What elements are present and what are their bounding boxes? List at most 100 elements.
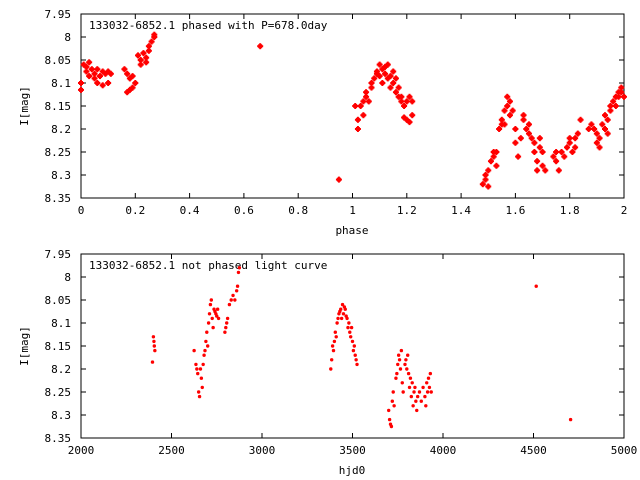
- phased-ytick-label: 7.95: [45, 8, 72, 21]
- phased-data-point: [390, 68, 397, 75]
- phased-data-point: [97, 73, 104, 80]
- unphased-data-point: [405, 367, 409, 371]
- phased-data-point: [553, 158, 560, 165]
- unphased-xtick-label: 4000: [430, 444, 457, 457]
- phased-data-point: [601, 112, 608, 119]
- unphased-data-point: [415, 394, 420, 399]
- unphased-data-point: [415, 408, 419, 413]
- unphased-data-point: [196, 371, 200, 376]
- phased-xtick-label: 0.8: [288, 204, 308, 217]
- phased-data-point: [409, 98, 416, 105]
- phased-data-point: [390, 80, 397, 86]
- phased-data-point: [493, 149, 500, 155]
- unphased-plot: 133032-6852.1 not phased light curve hjd…: [18, 248, 637, 477]
- unphased-data-point: [339, 316, 344, 321]
- phased-data-point: [124, 70, 131, 77]
- unphased-data-point: [152, 344, 157, 348]
- phased-data-point: [553, 149, 560, 155]
- unphased-data-point: [429, 390, 433, 394]
- phased-data-point: [352, 103, 359, 109]
- phased-data-point: [501, 121, 508, 128]
- unphased-data-point: [417, 390, 422, 394]
- unphased-data-point: [229, 298, 233, 302]
- unphased-data-point: [406, 353, 410, 357]
- phased-data-point: [542, 167, 549, 174]
- phased-data-point: [360, 112, 367, 119]
- phased-data-point: [504, 93, 511, 100]
- phased-data-point: [86, 59, 93, 66]
- phased-data-point: [143, 59, 150, 66]
- phased-data-point: [373, 68, 380, 75]
- unphased-data-point: [394, 376, 398, 380]
- phased-xtick-label: 0.6: [234, 204, 254, 217]
- phased-data-point: [531, 139, 538, 146]
- unphased-data-point: [404, 358, 408, 362]
- phased-data-point: [88, 66, 95, 73]
- unphased-ytick-label: 8.2: [51, 363, 71, 376]
- phased-data-point: [376, 73, 383, 80]
- phased-data-point: [105, 80, 112, 86]
- phased-data-point: [387, 73, 394, 80]
- phased-data-point: [132, 80, 139, 86]
- phased-data-point: [406, 119, 413, 126]
- unphased-data-point: [203, 348, 207, 353]
- unphased-data-point: [334, 335, 338, 339]
- phased-data-point: [572, 135, 579, 142]
- phased-data-point: [365, 98, 372, 105]
- unphased-data-point: [400, 381, 404, 385]
- unphased-data-point: [152, 339, 156, 344]
- phased-xtick-label: 1.6: [505, 204, 525, 217]
- unphased-plot-ticks: 2000 2500 3000 3500 4000 4500 5000 7.95 8 8.05 8.1…: [45, 248, 638, 457]
- unphased-ytick-label: 8: [64, 271, 71, 284]
- unphased-plot-points: [150, 266, 573, 429]
- unphased-data-point: [235, 284, 240, 288]
- phased-data-point: [520, 112, 527, 119]
- unphased-data-point: [424, 404, 428, 408]
- unphased-data-point: [408, 376, 413, 380]
- phased-ytick-label: 8.2: [51, 123, 71, 136]
- unphased-data-point: [427, 385, 432, 390]
- phased-data-point: [335, 176, 342, 183]
- phased-data-point: [558, 149, 565, 155]
- unphased-data-point: [412, 390, 416, 394]
- unphased-data-point: [206, 344, 210, 348]
- phased-data-point: [615, 93, 622, 100]
- unphased-ytick-label: 8.1: [51, 317, 71, 330]
- phased-data-point: [357, 103, 364, 109]
- unphased-data-point: [391, 390, 395, 394]
- phased-data-point: [517, 135, 524, 142]
- unphased-data-point: [421, 385, 425, 390]
- phased-data-point: [574, 130, 581, 137]
- unphased-data-point: [335, 321, 339, 325]
- unphased-data-point: [201, 362, 205, 367]
- phased-data-point: [550, 153, 557, 160]
- phased-data-point: [83, 68, 90, 75]
- phased-xtick-label: 0.2: [125, 204, 145, 217]
- phased-data-point: [257, 43, 264, 50]
- unphased-data-point: [347, 321, 351, 325]
- unphased-data-point: [332, 339, 337, 344]
- unphased-data-point: [205, 330, 209, 334]
- phased-ytick-label: 8.15: [45, 100, 72, 113]
- unphased-data-point: [411, 404, 415, 408]
- unphased-data-point: [407, 385, 412, 390]
- phased-data-point: [525, 130, 532, 137]
- phased-data-point: [610, 98, 617, 105]
- phased-xtick-label: 1.4: [451, 204, 471, 217]
- phased-data-point: [151, 34, 158, 40]
- phased-data-point: [593, 130, 600, 137]
- phased-data-point: [148, 38, 155, 45]
- unphased-ytick-label: 8.25: [45, 386, 72, 399]
- phased-data-point: [129, 73, 136, 80]
- phased-data-point: [354, 126, 361, 132]
- unphased-data-point: [192, 348, 196, 353]
- unphased-data-point: [387, 408, 391, 413]
- phased-data-point: [129, 84, 136, 91]
- phased-data-point: [539, 162, 546, 169]
- unphased-data-point: [349, 325, 354, 330]
- unphased-data-point: [348, 330, 352, 334]
- phased-data-point: [604, 130, 611, 137]
- phased-data-point: [536, 144, 543, 151]
- unphased-data-point: [207, 312, 212, 316]
